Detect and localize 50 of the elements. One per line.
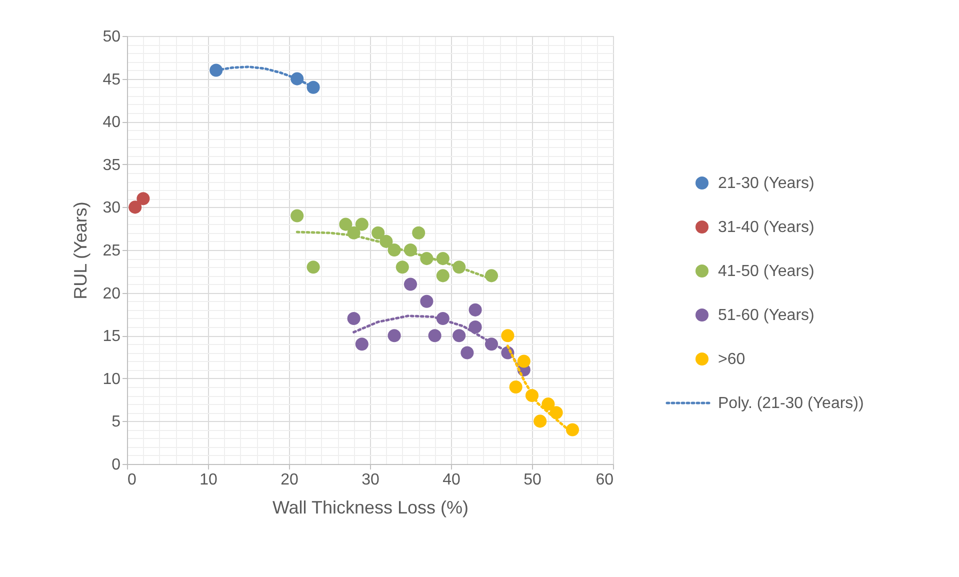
x-tick-label: 0	[128, 472, 136, 488]
legend-label: 31-40 (Years)	[718, 219, 814, 236]
x-tick-label: 50	[524, 472, 542, 488]
y-tick-label: 25	[102, 242, 121, 260]
point	[428, 329, 442, 342]
point	[339, 218, 352, 231]
point	[509, 380, 522, 394]
legend-label: Poly. (21-30 (Years))	[718, 395, 864, 412]
legend-label: 41-50 (Years)	[718, 263, 814, 280]
y-tick-label: 30	[102, 200, 121, 217]
y-tick-label: 15	[102, 328, 121, 346]
legend-label: 21-30 (Years)	[718, 175, 814, 192]
point	[355, 338, 368, 351]
point	[501, 329, 514, 342]
point	[436, 269, 450, 282]
point	[306, 260, 320, 274]
x-tick-label: 30	[362, 472, 380, 488]
y-tick-label: 20	[102, 285, 121, 302]
y-tick-label: 0	[112, 456, 121, 474]
point	[460, 346, 474, 360]
point	[468, 303, 482, 316]
point	[534, 414, 547, 428]
x-tick-label: 40	[442, 472, 460, 488]
point	[412, 226, 426, 240]
point	[290, 209, 304, 222]
legend-label: >60	[718, 351, 746, 368]
point	[388, 329, 401, 342]
point	[396, 260, 409, 274]
x-tick-label: 10	[200, 472, 218, 488]
point	[372, 226, 385, 240]
point	[347, 312, 360, 325]
x-tick-label: 20	[280, 472, 298, 488]
point	[517, 354, 530, 368]
point	[355, 218, 368, 231]
y-tick-label: 45	[102, 71, 121, 88]
y-tick-label: 50	[102, 28, 121, 46]
legend-label: 51-60 (Years)	[718, 307, 814, 324]
point	[542, 398, 555, 411]
point	[136, 192, 150, 206]
point	[420, 294, 434, 308]
y-tick-label: 35	[102, 156, 121, 174]
x-axis-title: Wall Thickness Loss (%)	[272, 498, 469, 518]
y-tick-label: 10	[102, 370, 121, 388]
point	[128, 200, 142, 214]
x-tick-label: 60	[596, 472, 614, 488]
y-tick-label: 40	[102, 114, 121, 132]
y-axis-title: RUL (Years)	[70, 202, 91, 300]
y-tick-label: 5	[112, 414, 121, 431]
point	[404, 278, 418, 291]
point	[452, 329, 466, 342]
